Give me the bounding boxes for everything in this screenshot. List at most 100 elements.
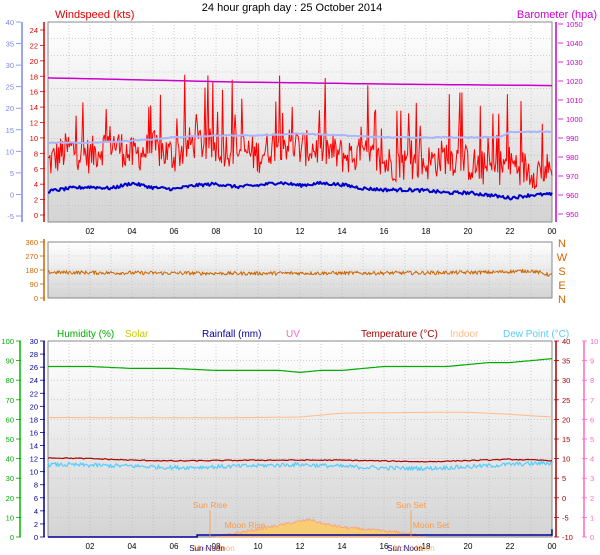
wind-outer-tick: 5 [10,169,14,178]
sun-noon-label: Sun Noon [387,544,423,553]
rain-tick: 28 [30,350,38,359]
baro-tick: 1050 [566,20,583,29]
x-tick-label: 06 [170,542,179,551]
wind-tick: 24 [30,26,38,35]
x-tick-label: 08 [212,542,221,551]
wind-tick: 4 [34,180,38,189]
x-tick-label: 00 [548,542,557,551]
humidity-tick: 40 [6,455,14,464]
x-tick-label: 20 [464,227,473,236]
rainfall-line [48,529,553,538]
temp-tick: -10 [562,533,573,542]
compass-label: N [558,294,566,306]
rain-tick: 10 [30,468,38,477]
dewpoint-legend: Dew Point (°C) [503,329,569,340]
solar-area [215,517,426,538]
wind-tick: 18 [30,72,38,81]
uv-legend: UV [286,329,300,340]
uv-tick: 9 [590,357,594,366]
wind-tick: 6 [34,165,38,174]
wind-tick: 2 [34,196,38,205]
humidity-tick: 0 [10,533,14,542]
baro-tick: 1030 [566,58,583,67]
rain-tick: 24 [30,376,38,385]
dir-tick: 360 [25,238,38,247]
temp-tick: 40 [562,337,570,346]
wind-tick: 14 [30,103,38,112]
wind-tick: 0 [34,211,38,220]
temperature-legend: Temperature (°C) [361,329,438,340]
x-tick-label: 16 [380,542,389,551]
dir-tick: 0 [34,294,38,303]
rain-tick: 22 [30,389,38,398]
solar-legend: Solar [125,329,149,340]
temp-tick: 15 [562,435,570,444]
x-tick-label: 20 [464,542,473,551]
wind-outer-tick: 15 [6,126,14,135]
x-tick-label: 14 [338,542,347,551]
x-tick-label: 10 [254,227,263,236]
wind-axis-title: Windspeed (kts) [55,9,134,21]
x-tick-label: 16 [380,227,389,236]
temp-tick: 20 [562,415,570,424]
wind-outer-tick: 20 [6,104,14,113]
uv-tick: 7 [590,396,594,405]
wind-tick: 8 [34,149,38,158]
rain-tick: 6 [34,494,38,503]
humidity-tick: 10 [6,513,14,522]
dir-tick: 90 [30,280,38,289]
baro-tick: 1040 [566,39,583,48]
uv-tick: 0 [590,533,594,542]
baro-tick: 960 [566,191,579,200]
wind-outer-tick: 25 [6,83,14,92]
x-tick-label: 22 [506,542,515,551]
x-tick-label: 08 [212,227,221,236]
temperature-line [47,457,553,463]
moon-noon-label: Moon Noon [193,544,234,553]
compass-label: E [558,280,565,292]
compass-label: W [557,252,568,264]
temp-tick: 35 [562,357,570,366]
uv-tick: 2 [590,494,594,503]
graph-title: 24 hour graph day : 25 October 2014 [202,2,382,14]
wind-outer-tick: 0 [10,190,14,199]
baro-tick: 970 [566,172,579,181]
sun-set-label: Sun Set [396,500,427,510]
sun-noon-label: Sun Noon [189,544,225,553]
wind-outer-tick: -5 [7,212,14,221]
humidity-tick: 80 [6,376,14,385]
uv-tick: 4 [590,455,594,464]
dir-tick: 270 [25,252,38,261]
barometer-avg-line [47,130,553,145]
windspeed-average-line [47,180,553,201]
rain-tick: 0 [34,533,38,542]
humidity-tick: 90 [6,357,14,366]
humidity-tick: 100 [1,337,14,346]
moon-rise-label: Moon Rise [225,520,266,530]
humidity-tick: 30 [6,474,14,483]
temp-tick: 25 [562,396,570,405]
x-tick-label: 18 [422,542,431,551]
baro-tick: 990 [566,134,579,143]
uv-tick: 5 [590,435,594,444]
uv-tick: 3 [590,474,594,483]
x-tick-label: 14 [338,227,347,236]
wind-tick: 16 [30,88,38,97]
compass-label: N [558,238,566,250]
x-tick-label: 00 [548,227,557,236]
sun-rise-label: Sun Rise [193,500,228,510]
moon-set-label: Moon Set [413,520,450,530]
rain-tick: 12 [30,455,38,464]
x-tick-label: 22 [506,227,515,236]
rain-tick: 8 [34,481,38,490]
x-tick-label: 12 [296,227,305,236]
x-tick-label: 10 [254,542,263,551]
x-tick-label: 02 [86,542,95,551]
humidity-tick: 20 [6,494,14,503]
x-tick-label: 04 [128,227,137,236]
wind-outer-tick: 10 [6,147,14,156]
humidity-tick: 50 [6,435,14,444]
temp-tick: -5 [562,513,569,522]
wind-tick: 10 [30,134,38,143]
